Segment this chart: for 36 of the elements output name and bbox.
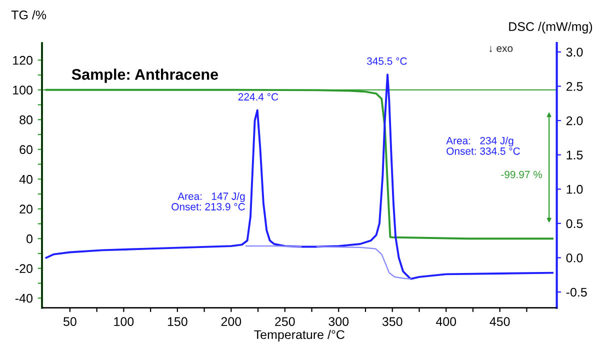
x-tick-label: 100 — [114, 317, 134, 326]
y-axis-title: TG /% — [11, 10, 46, 20]
annotation: 345.5 °C — [366, 57, 407, 65]
x-tick-label: 150 — [168, 317, 188, 326]
annotation: -99.97 % — [501, 170, 542, 178]
annotation: ↓ exo — [490, 46, 513, 52]
x-tick-label: 50 — [63, 317, 76, 326]
y-tick-label: 80 — [20, 115, 32, 124]
y2-tick-label: 2.5 — [566, 82, 583, 91]
y-tick-label: 20 — [20, 204, 32, 214]
y2-tick-label: 0.0 — [566, 254, 583, 262]
y-tick-label: 120 — [13, 56, 32, 65]
x-tick-label: 250 — [275, 317, 295, 326]
y2-tick-label: 2.0 — [566, 116, 583, 126]
y2-tick-label: 1.0 — [566, 184, 583, 194]
y2-tick-label: -0.5 — [566, 288, 587, 297]
y-tick-label: -40 — [15, 294, 32, 303]
y-tick-label: 40 — [19, 174, 32, 184]
annotation: 224.4 °C — [238, 93, 278, 101]
y-tick-label: 60 — [20, 145, 32, 154]
y-tick-label: 0 — [26, 234, 32, 244]
annotation: Area: 234 J/g Onset: 334.5 °C — [446, 136, 520, 155]
y2-tick-label: 3.0 — [566, 48, 583, 57]
x-tick-label: 350 — [382, 317, 402, 326]
y2-tick-label: 1.5 — [566, 150, 583, 160]
x-tick-label: 300 — [328, 317, 349, 326]
x-tick-label: 450 — [490, 317, 510, 326]
text: Sample: Anthracene — [72, 68, 218, 83]
x-tick-label: 400 — [436, 317, 456, 326]
annotation: Area: 147 J/g Onset: 213.9 °C — [172, 192, 245, 210]
y-tick-label: 100 — [13, 86, 32, 95]
y2-axis-title: DSC /(mW/mg) — [509, 22, 592, 34]
y2-tick-label: 0.5 — [566, 219, 583, 228]
x-tick-label: 200 — [221, 317, 242, 326]
y-tick-label: -20 — [15, 264, 32, 274]
x-axis-title: Temperature /°C — [254, 330, 344, 342]
